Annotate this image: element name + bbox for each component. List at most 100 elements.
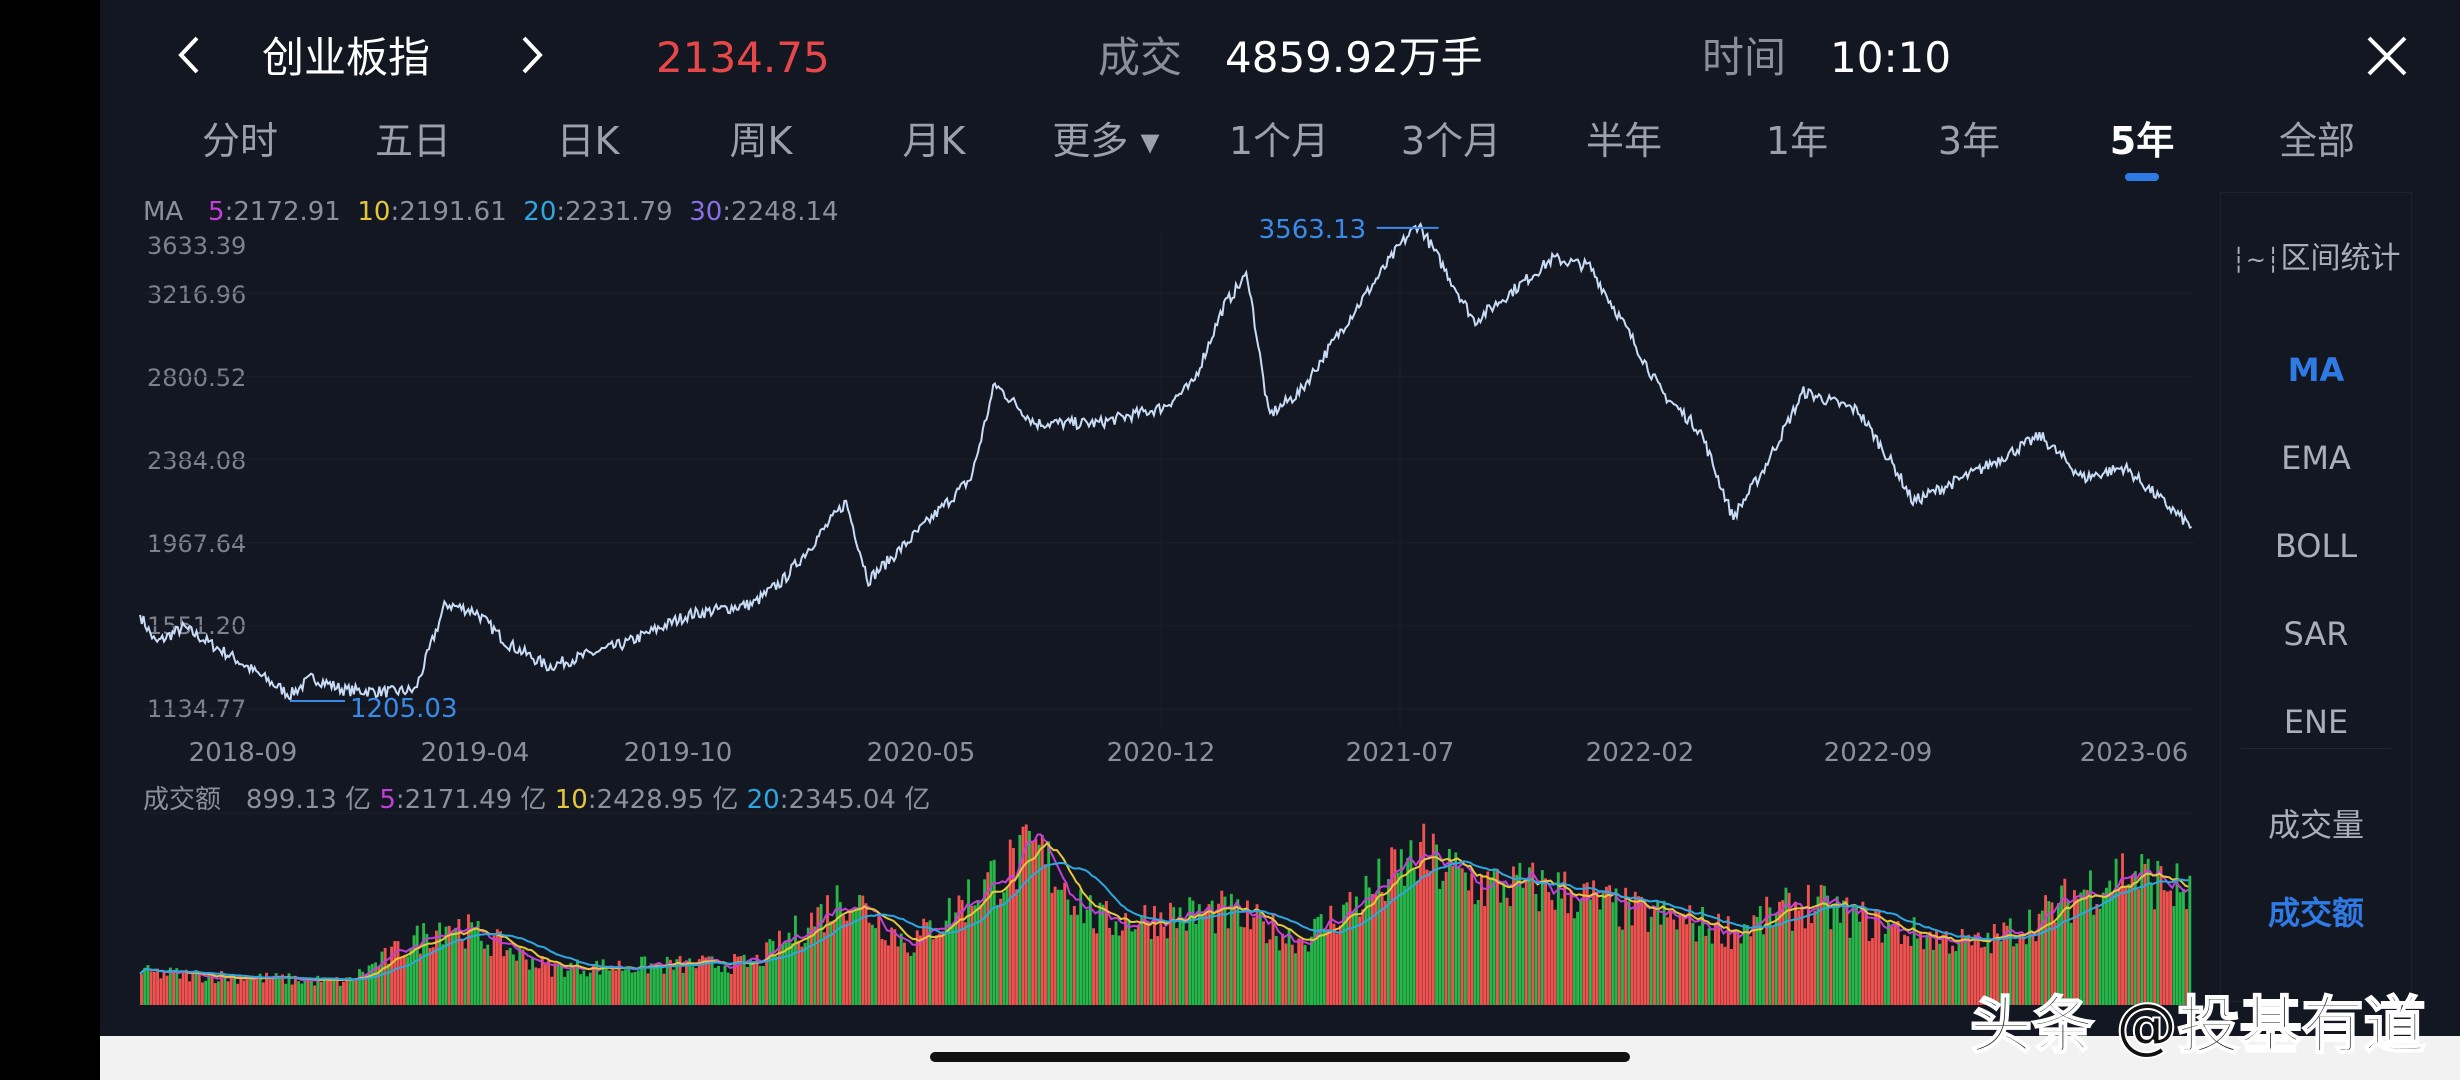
back-button[interactable]	[173, 30, 203, 94]
turnover-bar	[822, 932, 826, 1005]
turnover-bar	[322, 977, 326, 1005]
turnover-bar	[694, 968, 698, 1005]
turnover-bar	[1569, 890, 1573, 1005]
tab-item[interactable]: 全部	[2278, 119, 2356, 163]
turnover-bar	[1688, 905, 1692, 1005]
turnover-bar	[2089, 870, 2092, 1005]
sub-indicator[interactable]: 成交额	[2267, 894, 2364, 932]
turnover-bar	[2137, 889, 2140, 1005]
turnover-bar	[505, 950, 509, 1005]
turnover-bar	[883, 940, 887, 1005]
turnover-bar	[2188, 875, 2192, 1005]
turnover-bar	[713, 967, 717, 1005]
turnover-bar	[1595, 892, 1599, 1005]
turnover-bar	[556, 964, 560, 1005]
turnover-bar	[774, 956, 778, 1005]
turnover-bar	[1361, 909, 1365, 1005]
turnover-bar	[1271, 913, 1275, 1005]
turnover-bar	[1383, 900, 1387, 1005]
turnover-bar	[2156, 860, 2160, 1005]
price-chart[interactable]: 3563.13 1205.03	[100, 0, 2460, 1036]
turnover-bar	[1912, 917, 1916, 1005]
turnover-bar	[197, 972, 201, 1005]
close-button[interactable]	[2365, 34, 2409, 92]
tab-item[interactable]: 3个月	[1400, 119, 1502, 163]
indicator-ema[interactable]: EMA	[2281, 439, 2351, 477]
turnover-bar	[1406, 857, 1410, 1005]
turnover-bar	[1983, 946, 1987, 1005]
turnover-bar	[1120, 930, 1124, 1005]
turnover-bar	[162, 972, 166, 1005]
turnover-bar	[1800, 906, 1804, 1005]
turnover-bar	[2143, 863, 2147, 1005]
turnover-bar	[999, 898, 1003, 1005]
turnover-bar	[1374, 894, 1378, 1005]
turnover-bar	[2098, 908, 2102, 1005]
turnover-bar	[1556, 872, 1560, 1005]
tab-item[interactable]: 3年	[1937, 119, 2001, 163]
tab-item[interactable]: 5年	[2109, 119, 2175, 163]
turnover-bar	[489, 955, 493, 1005]
turnover-bar	[1534, 894, 1538, 1005]
turnover-legend-label: 成交额	[143, 785, 222, 815]
tab-item[interactable]: 五日	[374, 119, 452, 163]
turnover-bar	[1653, 909, 1656, 1005]
turnover-bar	[332, 980, 336, 1005]
tab-item[interactable]: 1个月	[1228, 119, 1330, 163]
turnover-bar	[1031, 840, 1035, 1005]
turnover-bar	[1746, 925, 1749, 1005]
tab-item[interactable]: 周K	[729, 119, 793, 163]
turnover-bar	[1665, 917, 1669, 1005]
turnover-bar	[2175, 863, 2179, 1005]
ma-value: :2172.91	[224, 197, 341, 227]
turnover-bar	[1588, 899, 1592, 1005]
turnover-bar	[1614, 888, 1618, 1005]
sub-indicator[interactable]: 成交量	[2267, 806, 2364, 844]
turnover-bar	[444, 926, 448, 1005]
turnover-bar	[986, 872, 990, 1005]
turnover-bar	[1550, 899, 1554, 1005]
tab-item[interactable]: 日K	[556, 119, 620, 163]
turnover-bar	[1518, 862, 1522, 1005]
tab-item[interactable]: 更多 ▾	[1052, 119, 1160, 163]
range-stats-button[interactable]: ┆~┆区间统计	[2221, 233, 2411, 277]
tab-item[interactable]: 分时	[201, 119, 279, 163]
turnover-bar	[1428, 870, 1432, 1005]
tab-item[interactable]: 月K	[902, 119, 966, 163]
turnover-bar	[1672, 919, 1676, 1005]
turnover-bar	[1861, 901, 1865, 1005]
turnover-bar	[1265, 943, 1269, 1005]
turnover-bar	[649, 963, 653, 1005]
turnover-bar	[1999, 941, 2003, 1005]
tab-item[interactable]: 1年	[1765, 119, 1829, 163]
turnover-bar	[1194, 923, 1198, 1005]
turnover-bar	[2185, 909, 2189, 1005]
indicator-sar[interactable]: SAR	[2283, 615, 2349, 653]
turnover-bar	[819, 904, 823, 1005]
turnover-ma-key: 10	[554, 785, 588, 815]
indicator-panel: ┆~┆区间统计 MA EMA BOLL SAR ENE 成交量成交额	[2220, 192, 2412, 1002]
chevron-right-icon	[522, 36, 543, 74]
tab-item[interactable]: 半年	[1585, 119, 1663, 163]
indicator-ma[interactable]: MA	[2287, 351, 2345, 389]
indicator-boll[interactable]: BOLL	[2274, 527, 2358, 565]
turnover-bar	[919, 935, 922, 1005]
next-button[interactable]	[518, 30, 548, 94]
turnover-bar	[1957, 942, 1961, 1005]
turnover-bar	[1274, 936, 1278, 1005]
turnover-bar	[1387, 879, 1390, 1005]
turnover-value: 899.13 亿	[245, 785, 372, 815]
turnover-bar	[608, 970, 611, 1005]
turnover-bar	[678, 956, 682, 1005]
indicator-ene[interactable]: ENE	[2283, 703, 2349, 741]
turnover-bar	[598, 974, 602, 1005]
turnover-bar	[1335, 933, 1339, 1005]
turnover-bar	[1941, 934, 1945, 1005]
turnover-bar	[563, 976, 567, 1005]
turnover-bar	[1278, 950, 1281, 1005]
turnover-bar	[1608, 885, 1612, 1005]
turnover-bar	[1085, 909, 1089, 1005]
home-indicator[interactable]	[930, 1052, 1630, 1062]
turnover-bar	[2044, 895, 2048, 1005]
turnover-bar	[1505, 897, 1509, 1005]
